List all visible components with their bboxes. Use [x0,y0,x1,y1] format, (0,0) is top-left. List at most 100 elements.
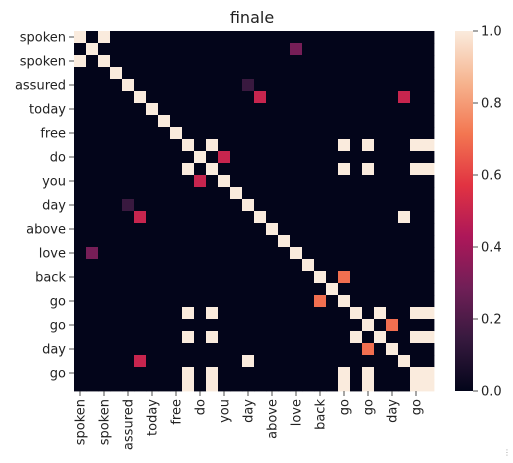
heatmap-cell [278,151,291,164]
heatmap-cell [266,139,279,152]
heatmap-cell [314,67,327,80]
heatmap-cell [206,127,219,140]
heatmap-cell [86,331,99,344]
heatmap-cell [362,259,375,272]
heatmap-cell [254,175,267,188]
heatmap-cell [206,223,219,236]
heatmap-cell [122,127,135,140]
heatmap-cell [254,163,267,176]
heatmap-cell [146,91,159,104]
heatmap-cell [350,187,363,200]
heatmap-cell [182,247,195,260]
heatmap-cell [194,283,207,296]
heatmap-cell [326,91,339,104]
heatmap-cell [350,175,363,188]
heatmap-cell [98,175,111,188]
heatmap-cell [290,367,303,380]
heatmap-cell [302,307,315,320]
heatmap-cell [218,295,231,308]
heatmap-cell [110,343,123,356]
heatmap-cell [194,211,207,224]
heatmap-cell [194,307,207,320]
heatmap-cell [158,91,171,104]
heatmap-cell [254,379,267,392]
heatmap-cell [242,127,255,140]
heatmap-cell [110,115,123,128]
heatmap-cell [398,103,411,116]
heatmap-cell [182,211,195,224]
heatmap-cell [410,235,423,248]
heatmap-cell [338,79,351,92]
heatmap-cell [314,295,327,308]
heatmap-cell [194,139,207,152]
heatmap-cell [74,283,87,296]
heatmap-cell [314,91,327,104]
heatmap-cell [110,67,123,80]
heatmap-cell [218,367,231,380]
heatmap-cell [266,175,279,188]
heatmap-cell [302,115,315,128]
heatmap-cell [170,151,183,164]
heatmap-cell [302,271,315,284]
heatmap-cell [338,355,351,368]
heatmap-cell [194,103,207,116]
heatmap-cell [158,43,171,56]
heatmap-cell [314,271,327,284]
heatmap-cell [158,295,171,308]
heatmap-cell [422,295,435,308]
heatmap-cell [422,379,435,392]
heatmap-cell [254,331,267,344]
heatmap-cell [386,307,399,320]
heatmap-cell [110,259,123,272]
heatmap-cell [230,55,243,68]
heatmap-cell [146,355,159,368]
heatmap-cell [242,283,255,296]
heatmap-cell [194,355,207,368]
heatmap-cell [374,139,387,152]
heatmap-cell [122,271,135,284]
heatmap-cell [182,343,195,356]
heatmap-cell [302,235,315,248]
heatmap-cell [254,199,267,212]
heatmap-cell [218,343,231,356]
heatmap-cell [146,343,159,356]
heatmap-cell [134,331,147,344]
heatmap-cell [302,91,315,104]
heatmap-cell [74,91,87,104]
heatmap-cell [158,355,171,368]
heatmap-cell [410,379,423,392]
heatmap-cell [278,127,291,140]
heatmap-cell [362,127,375,140]
heatmap-cell [254,223,267,236]
heatmap-cell [326,379,339,392]
heatmap-cell [218,331,231,344]
heatmap-cell [278,55,291,68]
heatmap-cell [290,259,303,272]
heatmap-cell [206,31,219,44]
heatmap-cell [206,175,219,188]
heatmap-cell [230,163,243,176]
heatmap-cell [386,55,399,68]
heatmap-cell [422,367,435,380]
heatmap-cell [386,331,399,344]
heatmap-cell [122,343,135,356]
heatmap-cell [170,43,183,56]
heatmap-cell [254,271,267,284]
heatmap-cell [374,163,387,176]
heatmap-cell [314,151,327,164]
heatmap-cell [86,43,99,56]
x-tick-label: day [242,399,257,423]
heatmap-cell [386,79,399,92]
heatmap-cell [134,163,147,176]
colorbar: 0.0 0.2 0.4 0.6 0.8 1.0 [455,25,502,400]
heatmap-cell [146,55,159,68]
colorbar-tick-label: 0.2 [481,313,502,328]
heatmap-cell [266,211,279,224]
heatmap-cell [386,187,399,200]
heatmap-cell [98,367,111,380]
x-tick-label: spoken [74,399,89,445]
heatmap-cell [110,331,123,344]
heatmap-cell [350,43,363,56]
heatmap-cell [326,115,339,128]
